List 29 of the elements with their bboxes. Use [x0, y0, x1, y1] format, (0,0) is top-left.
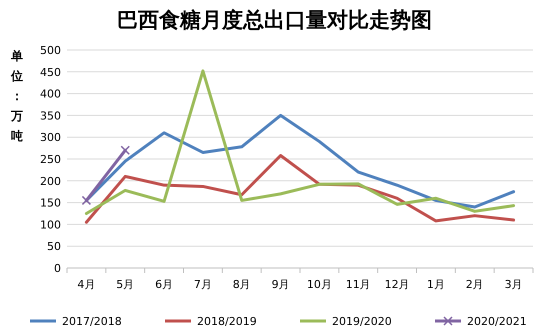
chart-title: 巴西食糖月度总出口量对比走势图 [117, 7, 432, 32]
x-tick-label: 1月 [426, 278, 445, 291]
x-tick-label: 7月 [194, 278, 212, 291]
y-tick-label: 150 [40, 196, 61, 210]
x-tick-label: 8月 [232, 278, 251, 291]
x-tick-label: 2月 [466, 278, 484, 291]
y-tick-label: 500 [40, 44, 61, 57]
legend-label: 2018/2019 [197, 315, 257, 328]
x-tick-label: 3月 [504, 278, 523, 291]
x-tick-label: 6月 [155, 278, 174, 291]
x-tick-label: 5月 [116, 278, 134, 291]
x-tick-label: 11月 [346, 278, 371, 291]
y-axis-title: 单位：万吨 [10, 49, 23, 143]
y-tick-label: 400 [40, 88, 61, 101]
y-tick-label: 250 [40, 153, 61, 166]
x-tick-label: 4月 [77, 278, 96, 291]
y-tick-label: 350 [40, 109, 61, 122]
y-tick-label: 300 [40, 131, 61, 144]
y-tick-label: 50 [47, 240, 61, 254]
y-tick-label: 450 [40, 66, 61, 79]
y-tick-label: 200 [40, 174, 61, 188]
x-tick-label: 10月 [306, 278, 332, 291]
x-tick-label: 9月 [272, 278, 290, 291]
y-tick-label: 100 [40, 218, 61, 232]
x-tick-label: 12月 [384, 278, 410, 291]
legend-label: 2017/2018 [62, 315, 122, 328]
legend-label: 2020/2021 [467, 315, 527, 328]
y-tick-label: 0 [54, 262, 61, 275]
legend-label: 2019/2020 [332, 315, 392, 328]
